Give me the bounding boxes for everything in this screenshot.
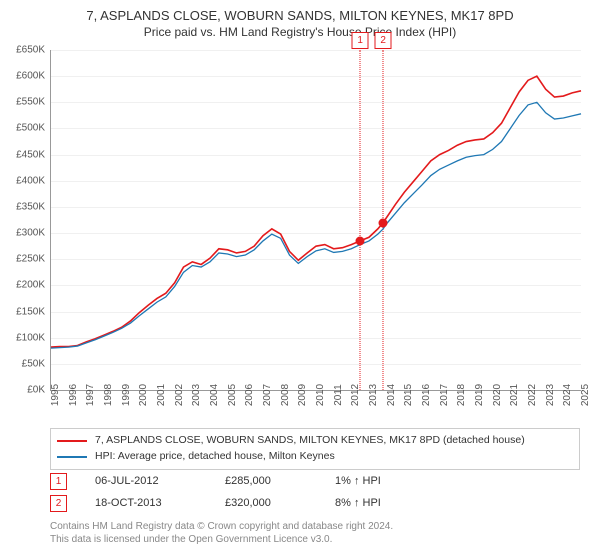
x-axis-label: 2000 [138,384,149,406]
x-axis-label: 2025 [580,384,591,406]
x-axis-label: 2023 [545,384,556,406]
x-axis-label: 2011 [333,384,344,406]
footnote-line1: Contains HM Land Registry data © Crown c… [50,520,580,533]
x-axis-label: 2017 [439,384,450,406]
y-axis-label: £550K [3,97,45,108]
x-axis-label: 2021 [509,384,520,406]
sale-index: 1 [50,473,67,490]
x-axis-label: 2001 [156,384,167,406]
x-axis-label: 2015 [403,384,414,406]
sale-hpi: 8% ↑ HPI [335,497,455,509]
chart-container: 7, ASPLANDS CLOSE, WOBURN SANDS, MILTON … [0,0,600,560]
sale-callout: 2 [375,32,392,49]
y-axis-label: £450K [3,149,45,160]
y-axis-label: £500K [3,123,45,134]
series-hpi [51,102,581,348]
y-axis-label: £350K [3,201,45,212]
footnote-line2: This data is licensed under the Open Gov… [50,533,580,546]
x-axis-label: 2006 [244,384,255,406]
x-axis-label: 1995 [50,384,61,406]
y-axis-label: £300K [3,228,45,239]
title-block: 7, ASPLANDS CLOSE, WOBURN SANDS, MILTON … [0,0,600,39]
y-axis-label: £150K [3,306,45,317]
legend-row: 7, ASPLANDS CLOSE, WOBURN SANDS, MILTON … [57,433,573,449]
x-axis-label: 2016 [421,384,432,406]
sale-price: £285,000 [225,475,335,487]
x-axis-label: 1996 [68,384,79,406]
sale-marker [356,236,365,245]
x-axis-label: 2002 [174,384,185,406]
title-subtitle: Price paid vs. HM Land Registry's House … [0,25,600,39]
x-axis-label: 2018 [456,384,467,406]
chart-lines [51,50,581,390]
sale-callout: 1 [352,32,369,49]
x-axis-label: 2013 [368,384,379,406]
legend-row: HPI: Average price, detached house, Milt… [57,449,573,465]
legend-label: HPI: Average price, detached house, Milt… [95,449,335,465]
x-axis-label: 2005 [227,384,238,406]
y-axis-label: £100K [3,332,45,343]
x-axis-label: 1998 [103,384,114,406]
x-axis-label: 2009 [297,384,308,406]
legend-label: 7, ASPLANDS CLOSE, WOBURN SANDS, MILTON … [95,433,525,449]
x-axis-label: 2012 [350,384,361,406]
x-axis-label: 2003 [191,384,202,406]
sales-table: 1 06-JUL-2012£285,0001% ↑ HPI 2 18-OCT-2013… [50,470,580,514]
x-axis-label: 2008 [280,384,291,406]
x-axis-label: 2022 [527,384,538,406]
x-axis-label: 1997 [85,384,96,406]
y-axis-label: £0K [3,385,45,396]
y-axis-label: £200K [3,280,45,291]
plot-region: 12 [50,50,581,391]
x-axis-label: 2020 [492,384,503,406]
sale-date: 06-JUL-2012 [95,475,225,487]
y-axis-label: £600K [3,71,45,82]
sale-date: 18-OCT-2013 [95,497,225,509]
x-axis-label: 2014 [386,384,397,406]
sale-index: 2 [50,495,67,512]
y-axis-label: £250K [3,254,45,265]
legend-swatch [57,440,87,442]
y-axis-label: £650K [3,45,45,56]
x-axis-label: 2010 [315,384,326,406]
title-address: 7, ASPLANDS CLOSE, WOBURN SANDS, MILTON … [0,8,600,23]
y-axis-label: £400K [3,175,45,186]
sale-price: £320,000 [225,497,335,509]
sale-hpi: 1% ↑ HPI [335,475,455,487]
x-axis-label: 2004 [209,384,220,406]
legend-swatch [57,456,87,458]
legend: 7, ASPLANDS CLOSE, WOBURN SANDS, MILTON … [50,428,580,470]
y-axis-label: £50K [3,358,45,369]
x-axis-label: 2024 [562,384,573,406]
chart-area: 12 £0K£50K£100K£150K£200K£250K£300K£350K… [50,50,580,390]
series-property [51,76,581,347]
x-axis-label: 2019 [474,384,485,406]
sale-row: 1 06-JUL-2012£285,0001% ↑ HPI [50,470,580,492]
sale-row: 2 18-OCT-2013£320,0008% ↑ HPI [50,492,580,514]
footnote: Contains HM Land Registry data © Crown c… [50,520,580,546]
x-axis-label: 1999 [121,384,132,406]
sale-marker [379,218,388,227]
x-axis-label: 2007 [262,384,273,406]
